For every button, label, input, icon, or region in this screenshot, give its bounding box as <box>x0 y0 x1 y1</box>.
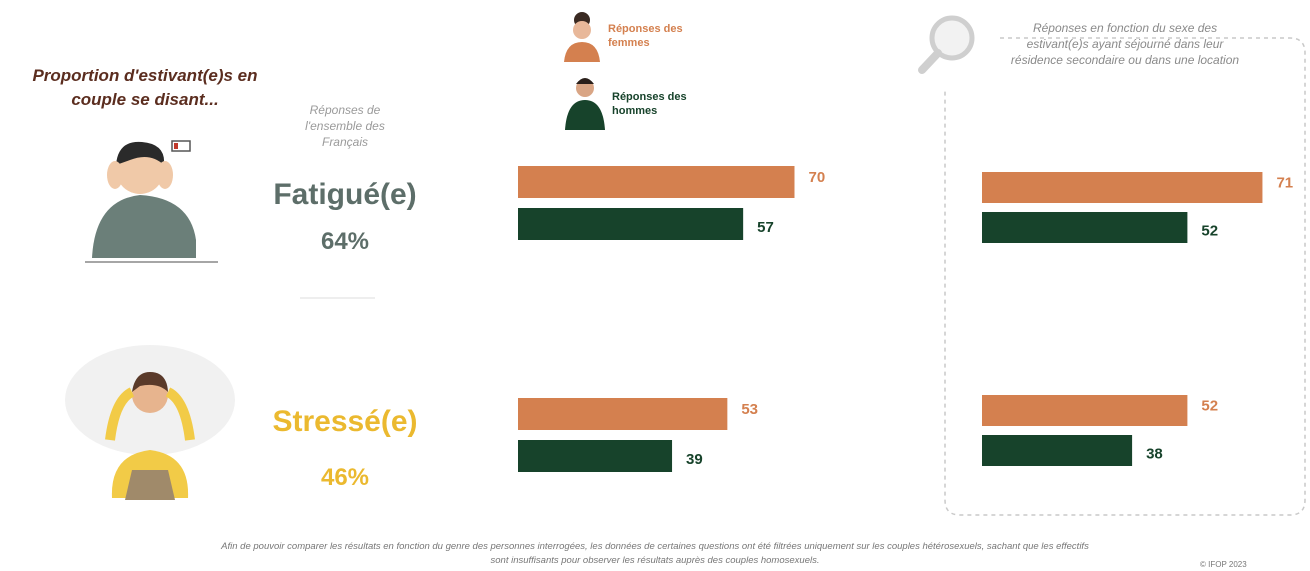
value-label: 52 <box>1201 222 1218 239</box>
value-label: 39 <box>686 451 703 468</box>
category-label: Fatigué(e) <box>245 178 445 212</box>
title: Proportion d'estivant(e)s en couple se d… <box>5 64 285 112</box>
woman-icon <box>564 12 600 62</box>
overall-percent: 46% <box>245 464 445 492</box>
bar <box>518 208 743 240</box>
bar <box>982 395 1187 426</box>
tired-person-icon <box>85 141 218 262</box>
subtitle: Réponses en fonction du sexe des estivan… <box>1010 20 1240 68</box>
value-label: 38 <box>1146 445 1163 462</box>
bar <box>518 398 727 430</box>
legend-women: Réponses des femmes <box>608 22 708 50</box>
legend-men: Réponses des hommes <box>612 90 712 118</box>
bar <box>982 172 1262 203</box>
bar <box>518 166 795 198</box>
magnifier-icon <box>922 18 972 70</box>
copyright: © IFOP 2023 <box>1200 560 1247 569</box>
category-label: Stressé(e) <box>245 405 445 439</box>
value-label: 71 <box>1276 174 1293 191</box>
bar <box>982 212 1187 243</box>
bar <box>982 435 1132 466</box>
value-label: 70 <box>809 169 826 186</box>
value-label: 53 <box>741 401 758 418</box>
footnote: Afin de pouvoir comparer les résultats e… <box>220 540 1090 568</box>
value-label: 57 <box>757 219 774 236</box>
bar <box>518 440 672 472</box>
overall-label: Réponses de l'ensemble des Français <box>290 102 400 150</box>
page: 70 53 57 39 71 52 52 38 Proportion d'estivant(e… <box>0 0 1310 571</box>
overall-percent: 64% <box>245 228 445 256</box>
stressed-person-icon <box>65 345 235 500</box>
man-icon <box>565 78 605 130</box>
value-label: 52 <box>1201 397 1218 414</box>
